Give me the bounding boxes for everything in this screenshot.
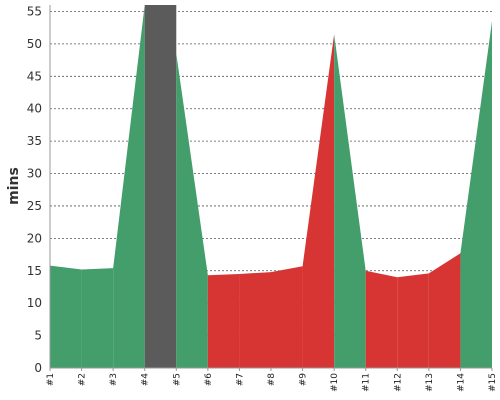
x-tick-label: #5 — [172, 373, 182, 386]
x-tick-label: #2 — [78, 373, 88, 386]
y-tick-label: 40 — [27, 102, 42, 116]
x-tick-label: #11 — [362, 373, 372, 392]
x-tick-labels: #1 #2 #3 #4 #5 #6 #7 #8 #9 #10 #11 #12 #13 #14 #15 — [46, 368, 498, 392]
area-segment-red — [271, 266, 303, 368]
x-tick-label: #4 — [141, 373, 151, 387]
area-segments — [50, 5, 492, 369]
y-tick-label: 15 — [27, 264, 42, 278]
y-tick-label: 0 — [34, 361, 42, 375]
area-segment-red — [397, 273, 429, 368]
x-tick-label: #13 — [425, 373, 435, 392]
x-tick-label: #10 — [330, 373, 340, 392]
x-tick-label: #12 — [393, 373, 403, 392]
area-segment-red — [239, 272, 271, 368]
x-tick-label: #14 — [456, 373, 466, 392]
y-tick-label: 30 — [27, 167, 42, 181]
area-segment-green — [81, 268, 114, 368]
area-segment-green — [334, 34, 366, 368]
y-axis-title: mins — [6, 167, 22, 205]
area-segment-gray — [144, 5, 177, 368]
area-segment-green — [176, 53, 208, 369]
x-tick-label: #3 — [109, 373, 119, 386]
y-tick-label: 45 — [27, 69, 42, 83]
y-tick-labels: 0 5 10 15 20 25 30 35 40 45 50 55 — [27, 4, 42, 375]
y-tick-label: 55 — [27, 4, 42, 18]
area-segment-green — [460, 21, 492, 369]
x-tick-label: #8 — [267, 373, 277, 387]
area-segment-green — [50, 265, 82, 368]
y-tick-label: 5 — [34, 329, 42, 343]
area-segment-green — [113, 5, 145, 368]
x-tick-label: #6 — [204, 373, 214, 387]
area-segment-red — [365, 270, 398, 368]
x-tick-label: #15 — [488, 373, 498, 392]
y-tick-label: 25 — [27, 199, 42, 213]
area-segment-red — [207, 274, 240, 368]
x-tick-label: #7 — [235, 373, 245, 386]
y-tick-label: 50 — [27, 37, 42, 51]
x-tick-label: #9 — [299, 373, 309, 387]
area-segment-red — [428, 253, 461, 368]
x-tick-label: #1 — [46, 373, 56, 386]
y-tick-label: 20 — [27, 231, 42, 245]
y-tick-label: 35 — [27, 134, 42, 148]
area-segment-red — [302, 34, 335, 368]
y-tick-label: 10 — [27, 296, 42, 310]
